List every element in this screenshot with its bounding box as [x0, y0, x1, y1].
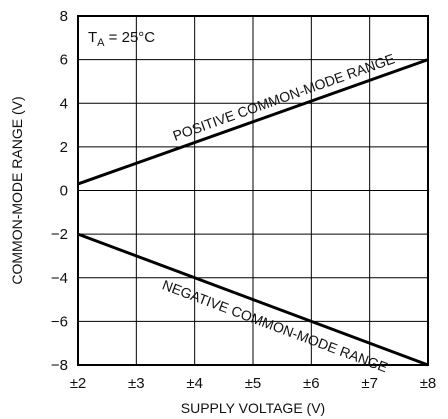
- x-axis-title: SUPPLY VOLTAGE (V): [181, 400, 325, 416]
- x-tick-labels: ±2 ±3 ±4 ±5 ±6 ±7 ±8: [70, 375, 437, 392]
- y-tick-label: 2: [60, 139, 68, 156]
- y-tick-label: 8: [60, 8, 68, 25]
- y-tick-label: −4: [51, 270, 68, 287]
- series-group: [77, 58, 429, 367]
- x-tick-label: ±8: [420, 375, 437, 392]
- x-tick-label: ±3: [128, 375, 145, 392]
- condition-symbol: T: [88, 29, 97, 46]
- x-tick-label: ±6: [303, 375, 320, 392]
- x-tick-label: ±5: [245, 375, 262, 392]
- x-tick-label: ±2: [70, 375, 87, 392]
- condition-value: = 25°C: [105, 29, 156, 46]
- grid: [77, 15, 429, 366]
- condition-label: TA = 25°C: [88, 29, 155, 49]
- series-line: [77, 58, 429, 186]
- y-tick-label: −8: [51, 357, 68, 374]
- y-tick-labels: −8 −6 −4 −2 0 2 4 6 8: [51, 8, 68, 374]
- y-tick-label: 6: [60, 52, 68, 69]
- y-axis-title: COMMON-MODE RANGE (V): [9, 96, 25, 284]
- condition-subscript: A: [97, 37, 105, 49]
- y-tick-label: 4: [60, 95, 68, 112]
- x-tick-label: ±7: [361, 375, 378, 392]
- series-line: [77, 232, 429, 367]
- plot-frame: [77, 15, 429, 366]
- series-label: POSITIVE COMMON-MODE RANGE: [171, 50, 397, 143]
- y-tick-label: −6: [51, 313, 68, 330]
- x-tick-label: ±4: [186, 375, 203, 392]
- y-tick-label: 0: [60, 183, 68, 200]
- y-tick-label: −2: [51, 226, 68, 243]
